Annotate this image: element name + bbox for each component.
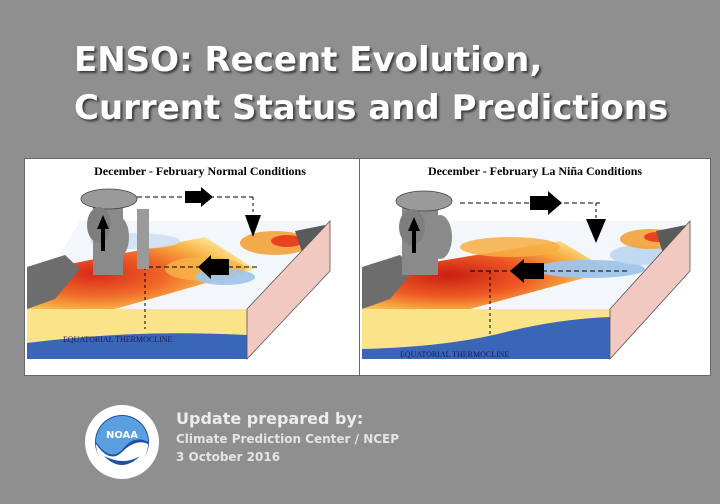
- credit-date: 3 October 2016: [176, 450, 281, 464]
- la-nina-conditions-diagram: EQUATORIAL THERMOCLINE December - Februa…: [359, 158, 711, 376]
- side-face: [609, 219, 691, 361]
- thermocline-label: EQUATORIAL THERMOCLINE: [400, 350, 510, 359]
- land-west: [362, 255, 415, 309]
- warm-pool: [362, 241, 610, 309]
- noaa-logo-text: NOAA: [106, 430, 138, 441]
- credit-heading: Update prepared by:: [176, 409, 364, 428]
- panel-title: December - February La Niña Conditions: [427, 164, 643, 178]
- deep-ocean-layer: [362, 317, 610, 359]
- warm-pool: [27, 237, 255, 309]
- noaa-logo-icon: NOAA: [85, 405, 159, 479]
- panel-title: December - February Normal Conditions: [94, 164, 306, 178]
- normal-conditions-illustration: EQUATORIAL THERMOCLINE: [27, 187, 331, 361]
- slide-title: ENSO: Recent Evolution, Current Status a…: [74, 36, 694, 132]
- noaa-logo: NOAA: [84, 404, 160, 480]
- credit-block: Update prepared by: Climate Prediction C…: [176, 408, 399, 466]
- deep-ocean-layer: [27, 333, 247, 359]
- thermocline-label: EQUATORIAL THERMOCLINE: [63, 335, 173, 344]
- credit-organization: Climate Prediction Center / NCEP: [176, 432, 400, 446]
- title-line-2: Current Status and Predictions: [74, 88, 669, 128]
- la-nina-conditions-illustration: EQUATORIAL THERMOCLINE: [362, 190, 691, 361]
- side-face: [246, 219, 331, 361]
- normal-conditions-diagram: EQUATORIAL THERMOCLINE December - Februa…: [24, 158, 376, 376]
- title-line-1: ENSO: Recent Evolution,: [74, 40, 543, 80]
- land-west: [27, 255, 80, 309]
- convection-cloud: [80, 188, 149, 275]
- convection-cloud: [395, 190, 453, 275]
